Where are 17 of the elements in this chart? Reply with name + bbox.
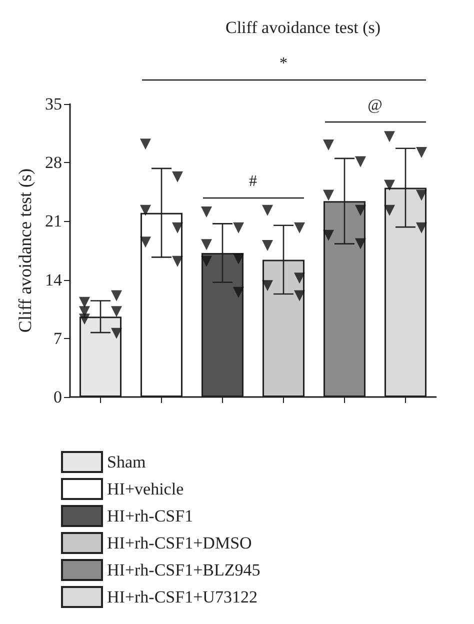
y-tick-label: 7 (54, 328, 62, 348)
annotation: @ (366, 96, 384, 116)
y-tick-label: 28 (45, 153, 62, 172)
text: * (278, 54, 288, 74)
legend-label: HI+rh-CSF1+U73122 (107, 588, 258, 606)
y-axis-title: Cliff avoidance test (s) (15, 168, 35, 333)
y-tick-label: 21 (45, 212, 62, 231)
y-tick-label: 0 (54, 388, 62, 406)
legend-label: HI+vehicle (107, 480, 184, 498)
y-tick-label: 35 (45, 94, 62, 114)
chart-title: Cliff avoidance test (s) (225, 18, 381, 37)
legend-label: Sham (107, 452, 146, 472)
y-tick-label: 14 (45, 270, 62, 290)
legend-label: HI+rh-CSF1+DMSO (107, 534, 252, 552)
legend-label: HI+rh-CSF1 (107, 506, 194, 526)
annotation: # (248, 172, 258, 192)
legend-label: HI+rh-CSF1+BLZ945 (107, 560, 260, 580)
